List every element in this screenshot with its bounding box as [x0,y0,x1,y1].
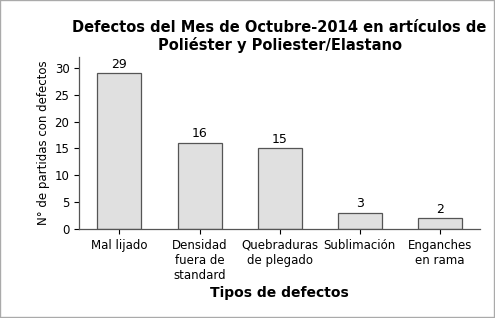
Title: Defectos del Mes de Octubre-2014 en artículos de
Poliéster y Poliester/Elastano: Defectos del Mes de Octubre-2014 en artí… [72,20,487,53]
Bar [418,218,462,229]
Bar [338,213,382,229]
Text: 16: 16 [192,128,207,141]
Text: 29: 29 [111,58,127,71]
Bar [178,143,222,229]
Text: 3: 3 [356,197,364,210]
Text: 15: 15 [272,133,288,146]
Bar [257,149,302,229]
X-axis label: Tipos de defectos: Tipos de defectos [210,286,349,300]
Y-axis label: N° de partidas con defectos: N° de partidas con defectos [38,61,50,225]
Bar [98,73,142,229]
Text: 2: 2 [436,203,444,216]
